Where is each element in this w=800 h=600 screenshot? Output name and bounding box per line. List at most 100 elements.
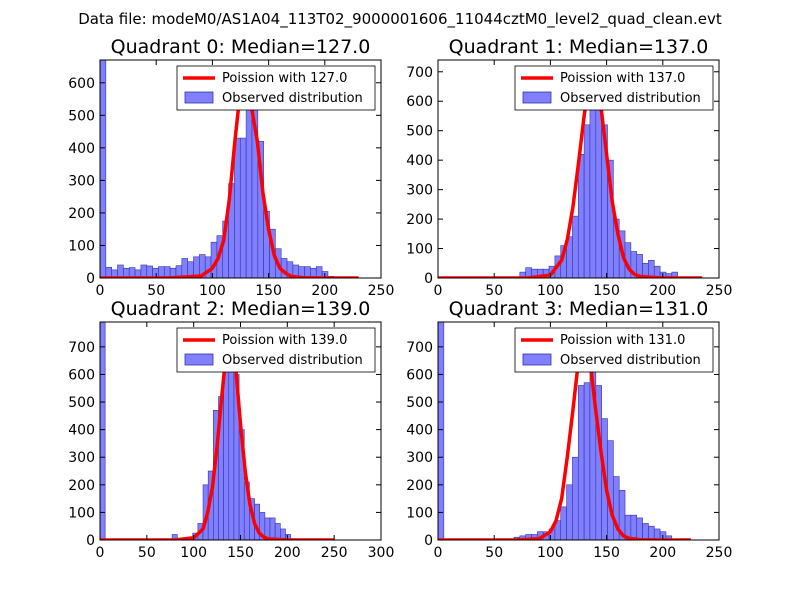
y-tick-label: 300 xyxy=(406,183,433,199)
y-tick-label: 200 xyxy=(406,212,433,228)
y-tick-label: 200 xyxy=(68,206,95,222)
histogram-bar xyxy=(583,382,591,540)
y-tick-label: 600 xyxy=(406,367,433,383)
histogram-bar xyxy=(204,256,212,278)
subplot-title: Quadrant 2: Median=139.0 xyxy=(111,298,371,320)
x-tick-label: 0 xyxy=(96,283,105,299)
histogram-bar xyxy=(665,535,673,540)
histogram-bar xyxy=(566,484,573,540)
histogram-bar xyxy=(269,517,276,540)
x-tick-label: 100 xyxy=(180,545,207,561)
histogram-bar xyxy=(100,60,107,278)
legend-bar-swatch xyxy=(522,353,552,366)
legend-line-label: Poission with 131.0 xyxy=(560,333,685,348)
x-tick-label: 150 xyxy=(227,545,254,561)
y-tick-label: 300 xyxy=(68,173,95,189)
histogram-bar xyxy=(572,456,579,540)
histogram-bar xyxy=(648,525,655,540)
y-tick-label: 100 xyxy=(68,238,95,254)
legend-bar-label: Observed distribution xyxy=(560,353,701,368)
x-tick-label: 150 xyxy=(593,283,620,299)
histogram-bar xyxy=(589,100,597,278)
histogram-bar xyxy=(438,322,445,540)
y-tick-label: 400 xyxy=(406,423,433,439)
legend-bar-label: Observed distribution xyxy=(560,91,701,106)
y-tick-label: 0 xyxy=(424,271,433,287)
y-tick-label: 500 xyxy=(68,395,95,411)
x-tick-label: 50 xyxy=(485,545,503,561)
x-tick-label: 50 xyxy=(147,283,165,299)
subplot-q3: Quadrant 3: Median=131.0 0 50 100 150 200 250 0… xyxy=(406,298,732,561)
legend-line-label: Poission with 137.0 xyxy=(560,71,685,86)
subplot-title: Quadrant 3: Median=131.0 xyxy=(449,298,709,320)
x-tick-label: 0 xyxy=(434,283,443,299)
y-tick-label: 100 xyxy=(406,505,433,521)
histogram-bar xyxy=(560,506,567,540)
y-tick-label: 600 xyxy=(68,367,95,383)
subplot-q0: Quadrant 0: Median=127.0 0 50 100 150 200 250 0… xyxy=(68,36,394,299)
histogram-bar xyxy=(636,517,643,540)
histogram-bar xyxy=(181,258,188,278)
x-tick-label: 150 xyxy=(593,545,620,561)
histogram-bar xyxy=(257,141,264,278)
y-tick-label: 700 xyxy=(406,340,433,356)
histogram-bar xyxy=(572,215,579,278)
histogram-bar xyxy=(648,260,655,278)
figure-title: Data file: modeM0/AS1A04_113T02_90000016… xyxy=(78,10,722,29)
legend-line-label: Poission with 127.0 xyxy=(222,71,347,86)
histogram-bar xyxy=(642,523,649,540)
x-tick-label: 250 xyxy=(706,545,733,561)
y-tick-label: 700 xyxy=(406,65,433,81)
histogram-bar xyxy=(140,264,148,278)
legend-bar-label: Observed distribution xyxy=(222,353,363,368)
histogram-bar xyxy=(171,534,178,540)
y-tick-label: 200 xyxy=(68,478,95,494)
legend: Poission with 137.0 Observed distribution xyxy=(514,65,714,111)
y-tick-label: 500 xyxy=(68,108,95,124)
x-tick-label: 200 xyxy=(274,545,301,561)
histogram-bar xyxy=(239,137,247,278)
y-tick-label: 400 xyxy=(68,141,95,157)
histogram-bar xyxy=(630,514,638,540)
legend: Poission with 127.0 Observed distribution xyxy=(176,65,376,111)
y-tick-label: 600 xyxy=(68,76,95,92)
legend: Poission with 139.0 Observed distribution xyxy=(176,327,376,373)
legend-line-label: Poission with 139.0 xyxy=(222,333,347,348)
histogram-bar xyxy=(285,534,291,540)
y-tick-label: 100 xyxy=(68,505,95,521)
x-tick-label: 0 xyxy=(96,545,105,561)
legend-bar-swatch xyxy=(184,91,214,104)
x-tick-label: 300 xyxy=(368,545,395,561)
legend: Poission with 131.0 Observed distribution xyxy=(514,327,714,373)
x-tick-label: 250 xyxy=(321,545,348,561)
y-tick-label: 100 xyxy=(406,242,433,258)
subplot-title: Quadrant 1: Median=137.0 xyxy=(449,36,709,58)
y-tick-label: 200 xyxy=(406,478,433,494)
y-tick-label: 400 xyxy=(406,153,433,169)
histogram-bar xyxy=(117,264,124,278)
x-tick-label: 50 xyxy=(138,545,156,561)
histogram-bar xyxy=(577,385,585,540)
x-tick-label: 50 xyxy=(485,283,503,299)
x-tick-label: 200 xyxy=(311,283,338,299)
x-tick-label: 100 xyxy=(199,283,226,299)
y-tick-label: 0 xyxy=(86,271,95,287)
y-tick-label: 400 xyxy=(68,423,95,439)
histogram-bars xyxy=(100,60,335,278)
axes-frame xyxy=(437,59,720,279)
histogram-bar xyxy=(234,137,241,278)
x-tick-label: 200 xyxy=(649,283,676,299)
legend-bar-swatch xyxy=(184,353,214,366)
x-tick-label: 150 xyxy=(255,283,282,299)
y-tick-label: 500 xyxy=(406,124,433,140)
histogram-bar xyxy=(100,322,106,540)
histogram-bar xyxy=(577,153,585,278)
x-tick-label: 200 xyxy=(649,545,676,561)
x-tick-label: 100 xyxy=(537,283,564,299)
y-tick-label: 0 xyxy=(424,533,433,549)
y-tick-label: 300 xyxy=(68,450,95,466)
subplot-title: Quadrant 0: Median=127.0 xyxy=(111,36,371,58)
x-tick-label: 100 xyxy=(537,545,564,561)
y-tick-label: 300 xyxy=(406,450,433,466)
